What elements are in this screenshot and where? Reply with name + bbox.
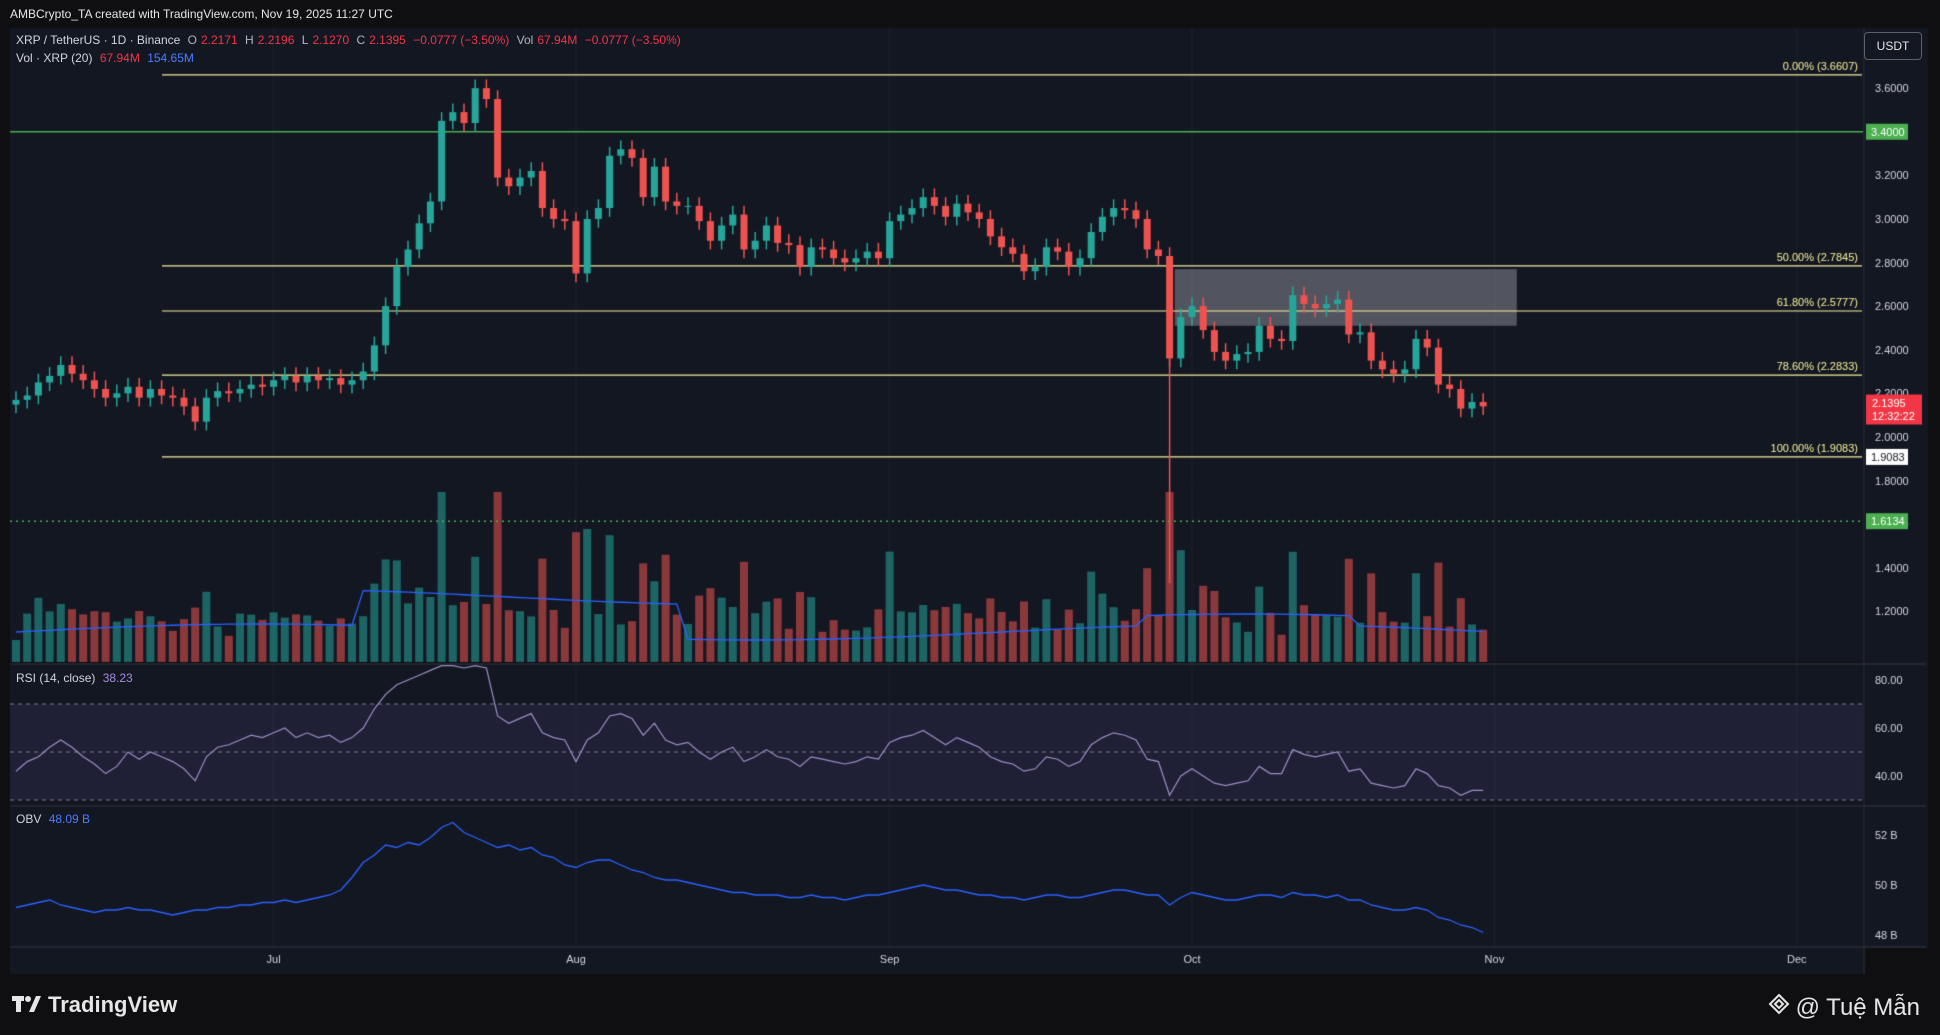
high-label: H <box>245 33 254 47</box>
author-watermark: @ Tuệ Mẫn <box>1768 993 1920 1022</box>
tradingview-brand[interactable]: TradingView <box>12 992 177 1018</box>
volume-indicator-value: 67.94M <box>99 51 140 65</box>
vol-label: Vol <box>516 33 534 47</box>
attribution-text: AMBCrypto_TA created with TradingView.co… <box>10 7 393 21</box>
tradingview-logo-icon <box>12 994 42 1016</box>
change-value: −0.0777 (−3.50%) <box>413 33 510 47</box>
watermark-text: @ Tuệ Mẫn <box>1795 993 1920 1021</box>
obv-indicator-name[interactable]: OBV <box>16 812 42 826</box>
currency-button[interactable]: USDT <box>1864 32 1922 60</box>
diamond-icon <box>1768 993 1790 1022</box>
vol-change-value: −0.0777 (−3.50%) <box>584 33 681 47</box>
vol-value: 67.94M <box>537 33 578 47</box>
attribution-bar: AMBCrypto_TA created with TradingView.co… <box>0 0 1940 28</box>
rsi-value: 38.23 <box>102 671 133 685</box>
obv-value: 48.09 B <box>48 812 91 826</box>
low-label: L <box>301 33 309 47</box>
symbol-name[interactable]: XRP / TetherUS · 1D · Binance <box>16 33 181 47</box>
low-value: 2.1270 <box>312 33 350 47</box>
open-label: O <box>187 33 197 47</box>
volume-legend: Vol · XRP (20) 67.94M 154.65M <box>16 51 198 65</box>
volume-indicator-name[interactable]: Vol · XRP (20) <box>16 51 93 65</box>
volume-ma-value: 154.65M <box>147 51 194 65</box>
close-label: C <box>356 33 366 47</box>
open-value: 2.2171 <box>200 33 238 47</box>
brand-name: TradingView <box>48 992 178 1017</box>
rsi-legend: RSI (14, close) 38.23 <box>16 671 137 685</box>
close-value: 2.1395 <box>369 33 406 47</box>
obv-legend: OBV 48.09 B <box>16 812 94 826</box>
high-value: 2.2196 <box>257 33 295 47</box>
rsi-indicator-name[interactable]: RSI (14, close) <box>16 671 96 685</box>
